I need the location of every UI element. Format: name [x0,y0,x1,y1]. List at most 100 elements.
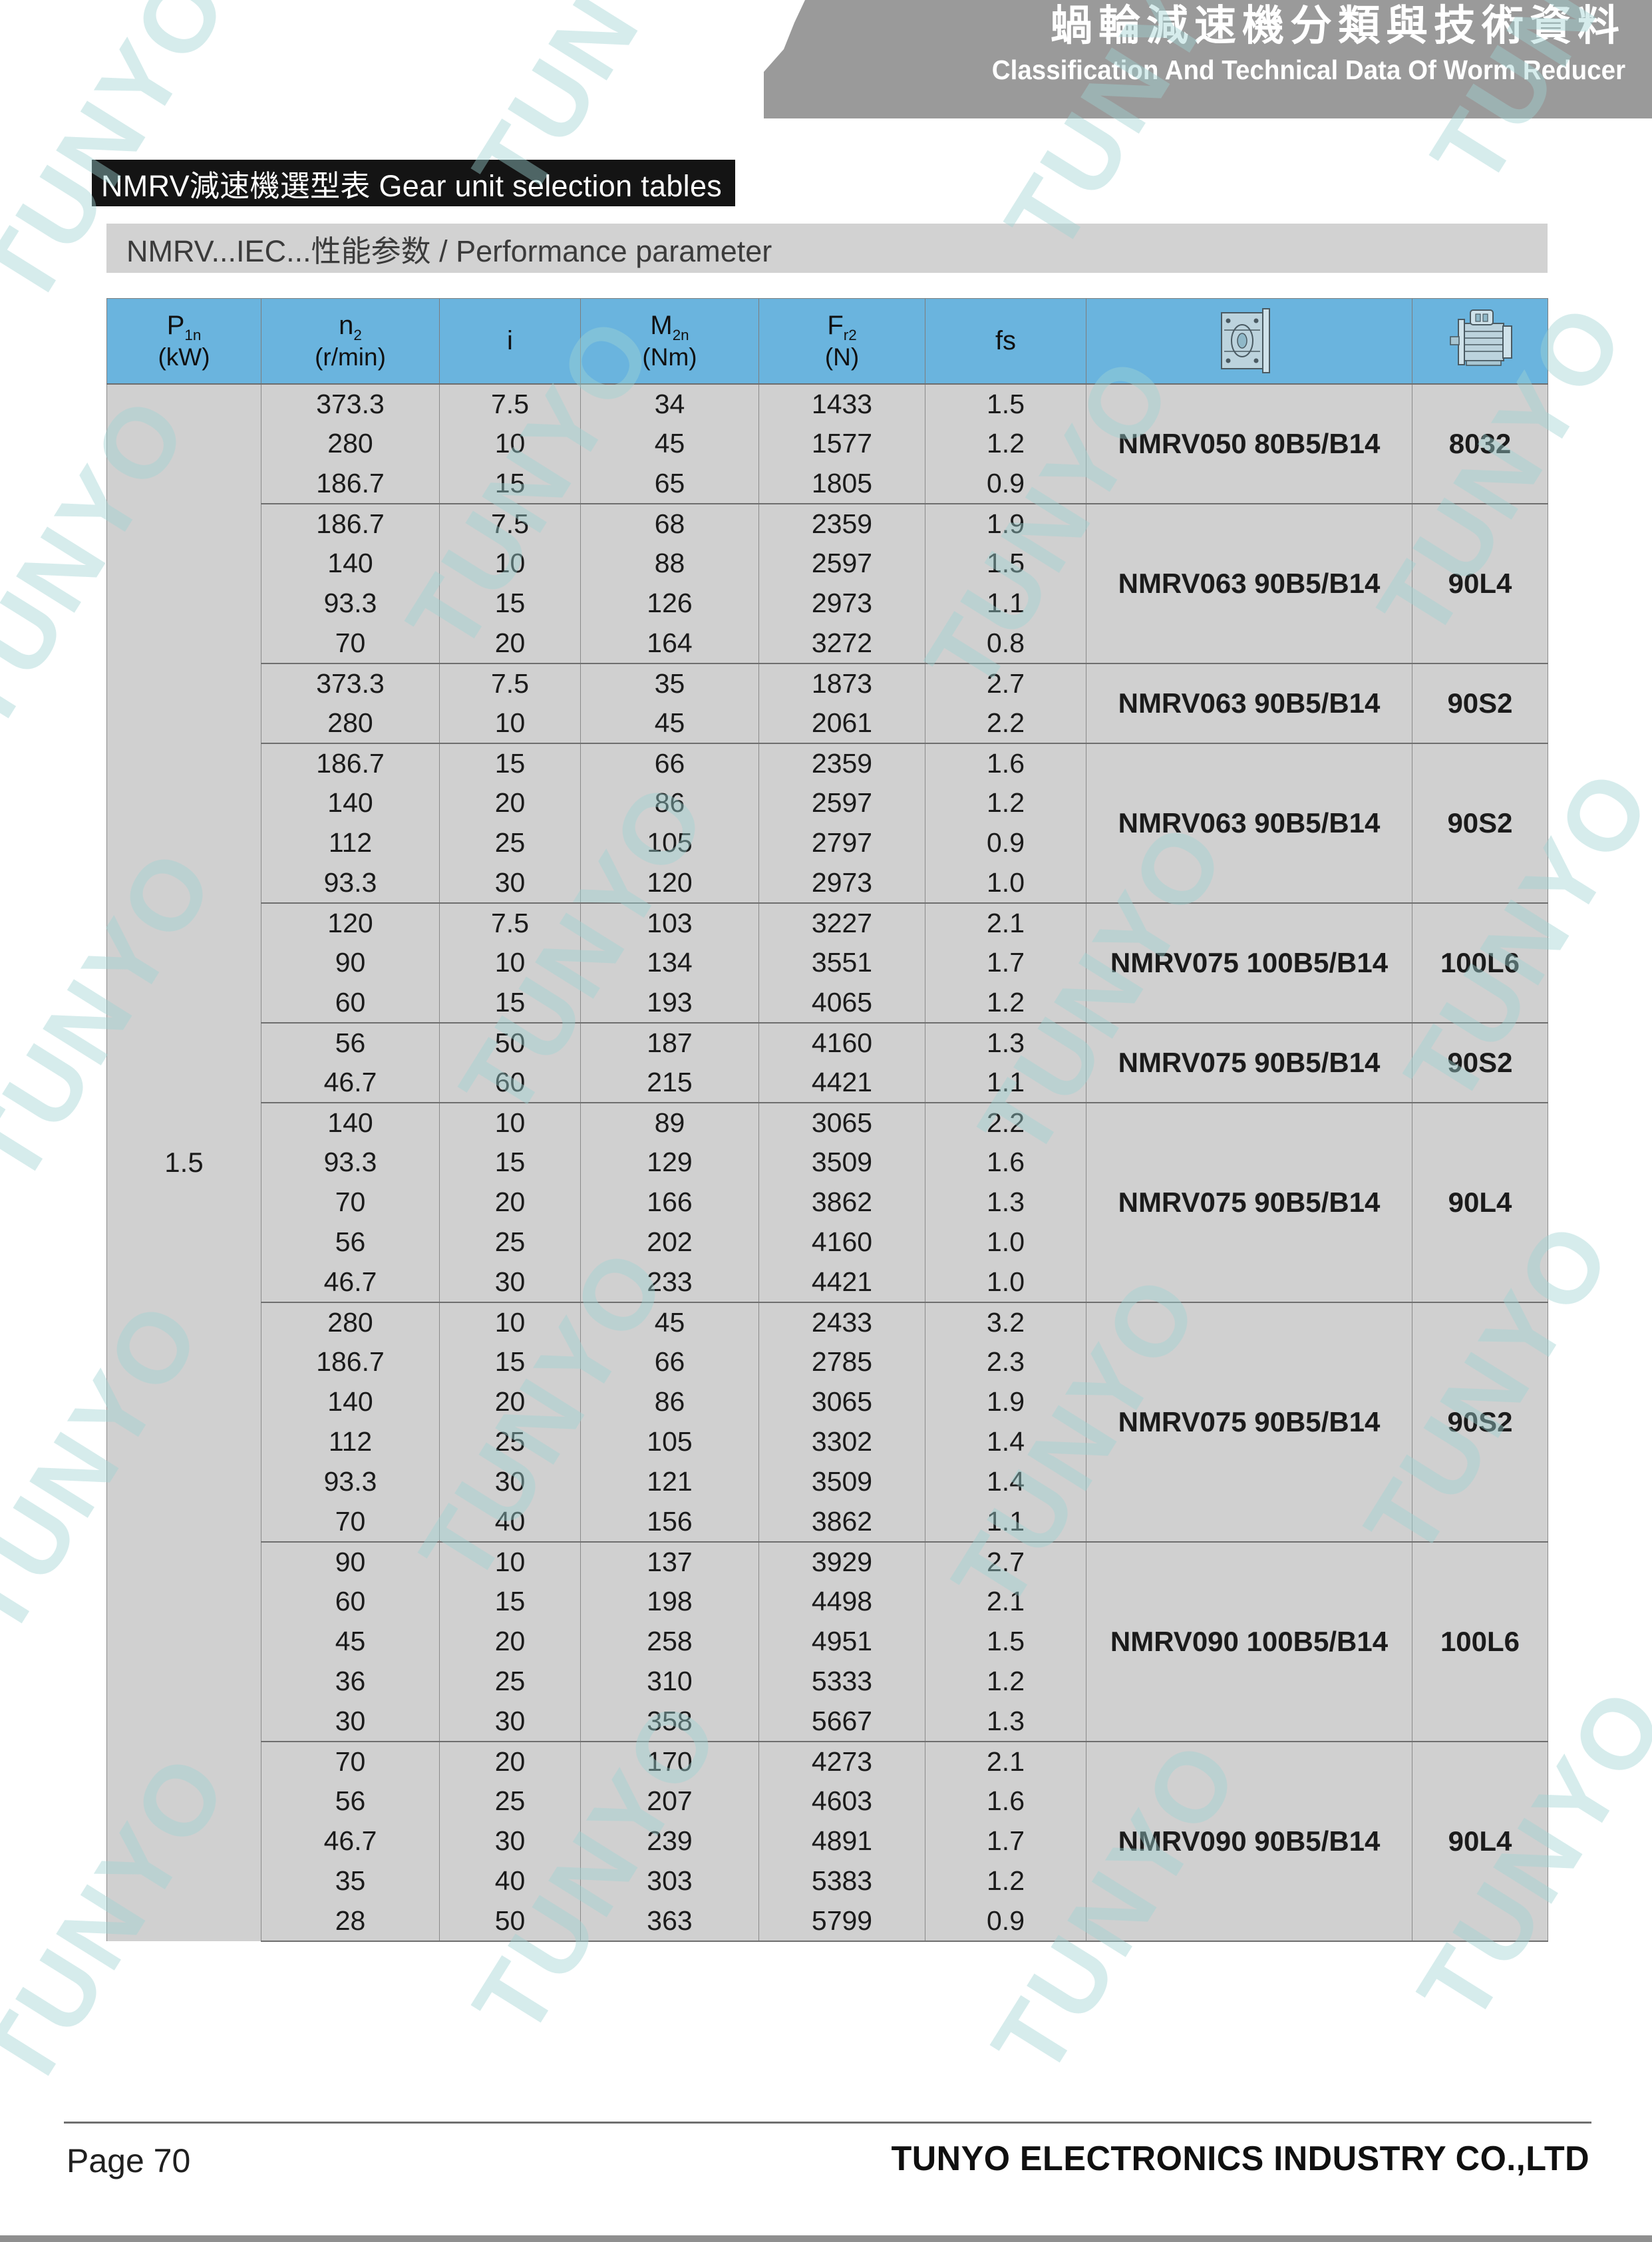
cell-torque: 45 [580,1301,759,1342]
column-header-torque: M2n (Nm) [580,298,759,384]
cell-output-speed: 112 [261,1421,440,1462]
cell-ratio: 20 [439,1382,581,1422]
cell-torque: 258 [580,1621,759,1662]
table-row: 1.5 373.3 7.5 34 1433 1.5 NMRV050 80B5/B14 8032 [106,383,1548,1941]
cell-ratio: 15 [439,463,581,504]
cell-torque: 310 [580,1661,759,1702]
cell-radial-force: 4065 [758,982,925,1023]
cell-torque: 202 [580,1222,759,1262]
torque-unit: (Nm) [642,343,697,371]
cell-service-factor: 1.0 [925,862,1086,903]
cell-service-factor: 1.3 [925,1022,1086,1063]
cell-output-speed: 280 [261,703,440,743]
table-header-row: P1n (kW) n2 (r/min) i M2n (Nm) [106,298,1548,384]
cell-output-speed: 45 [261,1621,440,1662]
cell-radial-force: 4421 [758,1062,925,1103]
cell-output-speed: 28 [261,1901,440,1942]
cell-service-factor: 2.2 [925,703,1086,743]
cell-service-factor: 1.1 [925,1062,1086,1103]
table-row: 56 25 207 4603 1.6 [107,1781,1548,1821]
banner-background [764,0,1652,118]
cell-service-factor: 1.1 [925,1501,1086,1542]
table-row: 93.3 30 120 2973 1.0 [107,862,1548,903]
cell-output-speed: 70 [261,1182,440,1222]
cell-motor-type: 8032 [1412,383,1548,504]
cell-torque: 239 [580,1821,759,1861]
cell-output-speed: 93.3 [261,1142,440,1183]
cell-gearbox-model: NMRV063 90B5/B14 [1086,662,1412,744]
cell-radial-force: 4951 [758,1621,925,1662]
cell-ratio: 50 [439,1901,581,1942]
cell-torque: 215 [580,1062,759,1103]
table-row: 280 10 45 1577 1.2 [107,423,1548,464]
table-row: 93.3 15 126 2973 1.1 [107,583,1548,624]
cell-torque: 120 [580,862,759,903]
cell-service-factor: 0.9 [925,1901,1086,1942]
power-unit: (kW) [158,343,210,371]
cell-ratio: 10 [439,1301,581,1342]
cell-ratio: 60 [439,1062,581,1103]
cell-radial-force: 3929 [758,1541,925,1582]
cell-radial-force: 2797 [758,823,925,863]
cell-radial-force: 2359 [758,502,925,544]
cell-ratio: 30 [439,1461,581,1502]
table-row: 112 25 105 3302 1.4 [107,1421,1548,1462]
cell-service-factor: 1.4 [925,1461,1086,1502]
cell-torque: 170 [580,1740,759,1781]
cell-ratio: 25 [439,1661,581,1702]
cell-ratio: 50 [439,1022,581,1063]
cell-radial-force: 4603 [758,1781,925,1821]
cell-torque: 86 [580,783,759,823]
cell-radial-force: 2973 [758,583,925,624]
cell-radial-force: 4160 [758,1222,925,1262]
cell-radial-force: 5667 [758,1701,925,1742]
cell-ratio: 40 [439,1861,581,1901]
cell-ratio: 20 [439,1621,581,1662]
speed-subscript: 2 [353,326,362,343]
cell-radial-force: 3272 [758,623,925,663]
cell-radial-force: 3551 [758,942,925,983]
cell-output-speed: 60 [261,982,440,1023]
performance-parameter-table: P1n (kW) n2 (r/min) i M2n (Nm) [106,298,1548,1942]
cell-ratio: 7.5 [439,902,581,943]
cell-service-factor: 1.6 [925,1142,1086,1183]
table-row: 93.3 15 129 3509 1.6 [107,1142,1548,1183]
cell-output-speed: 186.7 [261,1342,440,1382]
cell-ratio: 30 [439,1701,581,1742]
cell-radial-force: 2061 [758,703,925,743]
footer-divider [64,2122,1591,2124]
force-subscript: r2 [843,326,857,343]
cell-ratio: 10 [439,1101,581,1143]
cell-radial-force: 2973 [758,862,925,903]
cell-service-factor: 1.7 [925,1821,1086,1861]
cell-service-factor: 1.1 [925,583,1086,624]
table-row: 140 20 86 2597 1.2 [107,783,1548,823]
cell-torque: 233 [580,1262,759,1302]
cell-gearbox-model: NMRV075 90B5/B14 [1086,1101,1412,1303]
cell-service-factor: 1.0 [925,1262,1086,1302]
cell-ratio: 20 [439,623,581,663]
cell-radial-force: 3862 [758,1182,925,1222]
cell-radial-force: 1433 [758,383,925,424]
cell-ratio: 15 [439,742,581,783]
banner-title-chinese: 蝸輪減速機分類與技術資料 [1051,3,1625,49]
cell-ratio: 15 [439,1342,581,1382]
cell-torque: 103 [580,902,759,943]
cell-torque: 134 [580,942,759,983]
cell-radial-force: 2597 [758,783,925,823]
power-subscript: 1n [184,326,202,343]
cell-service-factor: 1.5 [925,1621,1086,1662]
cell-torque: 88 [580,543,759,584]
cell-torque: 358 [580,1701,759,1742]
speed-unit: (r/min) [315,343,386,371]
cell-service-factor: 1.2 [925,1661,1086,1702]
cell-service-factor: 1.4 [925,1421,1086,1462]
cell-ratio: 7.5 [439,662,581,703]
cell-ratio: 25 [439,823,581,863]
section-title-text: NMRV減速機選型表 Gear unit selection tables [101,168,723,203]
table-row: 70 20 170 4273 2.1 NMRV090 90B5/B14 90L4 [107,1740,1548,1942]
cell-torque: 187 [580,1022,759,1063]
table-row: 56 25 202 4160 1.0 [107,1222,1548,1262]
cell-gearbox-model: NMRV050 80B5/B14 [1086,383,1412,504]
cell-service-factor: 1.2 [925,982,1086,1023]
